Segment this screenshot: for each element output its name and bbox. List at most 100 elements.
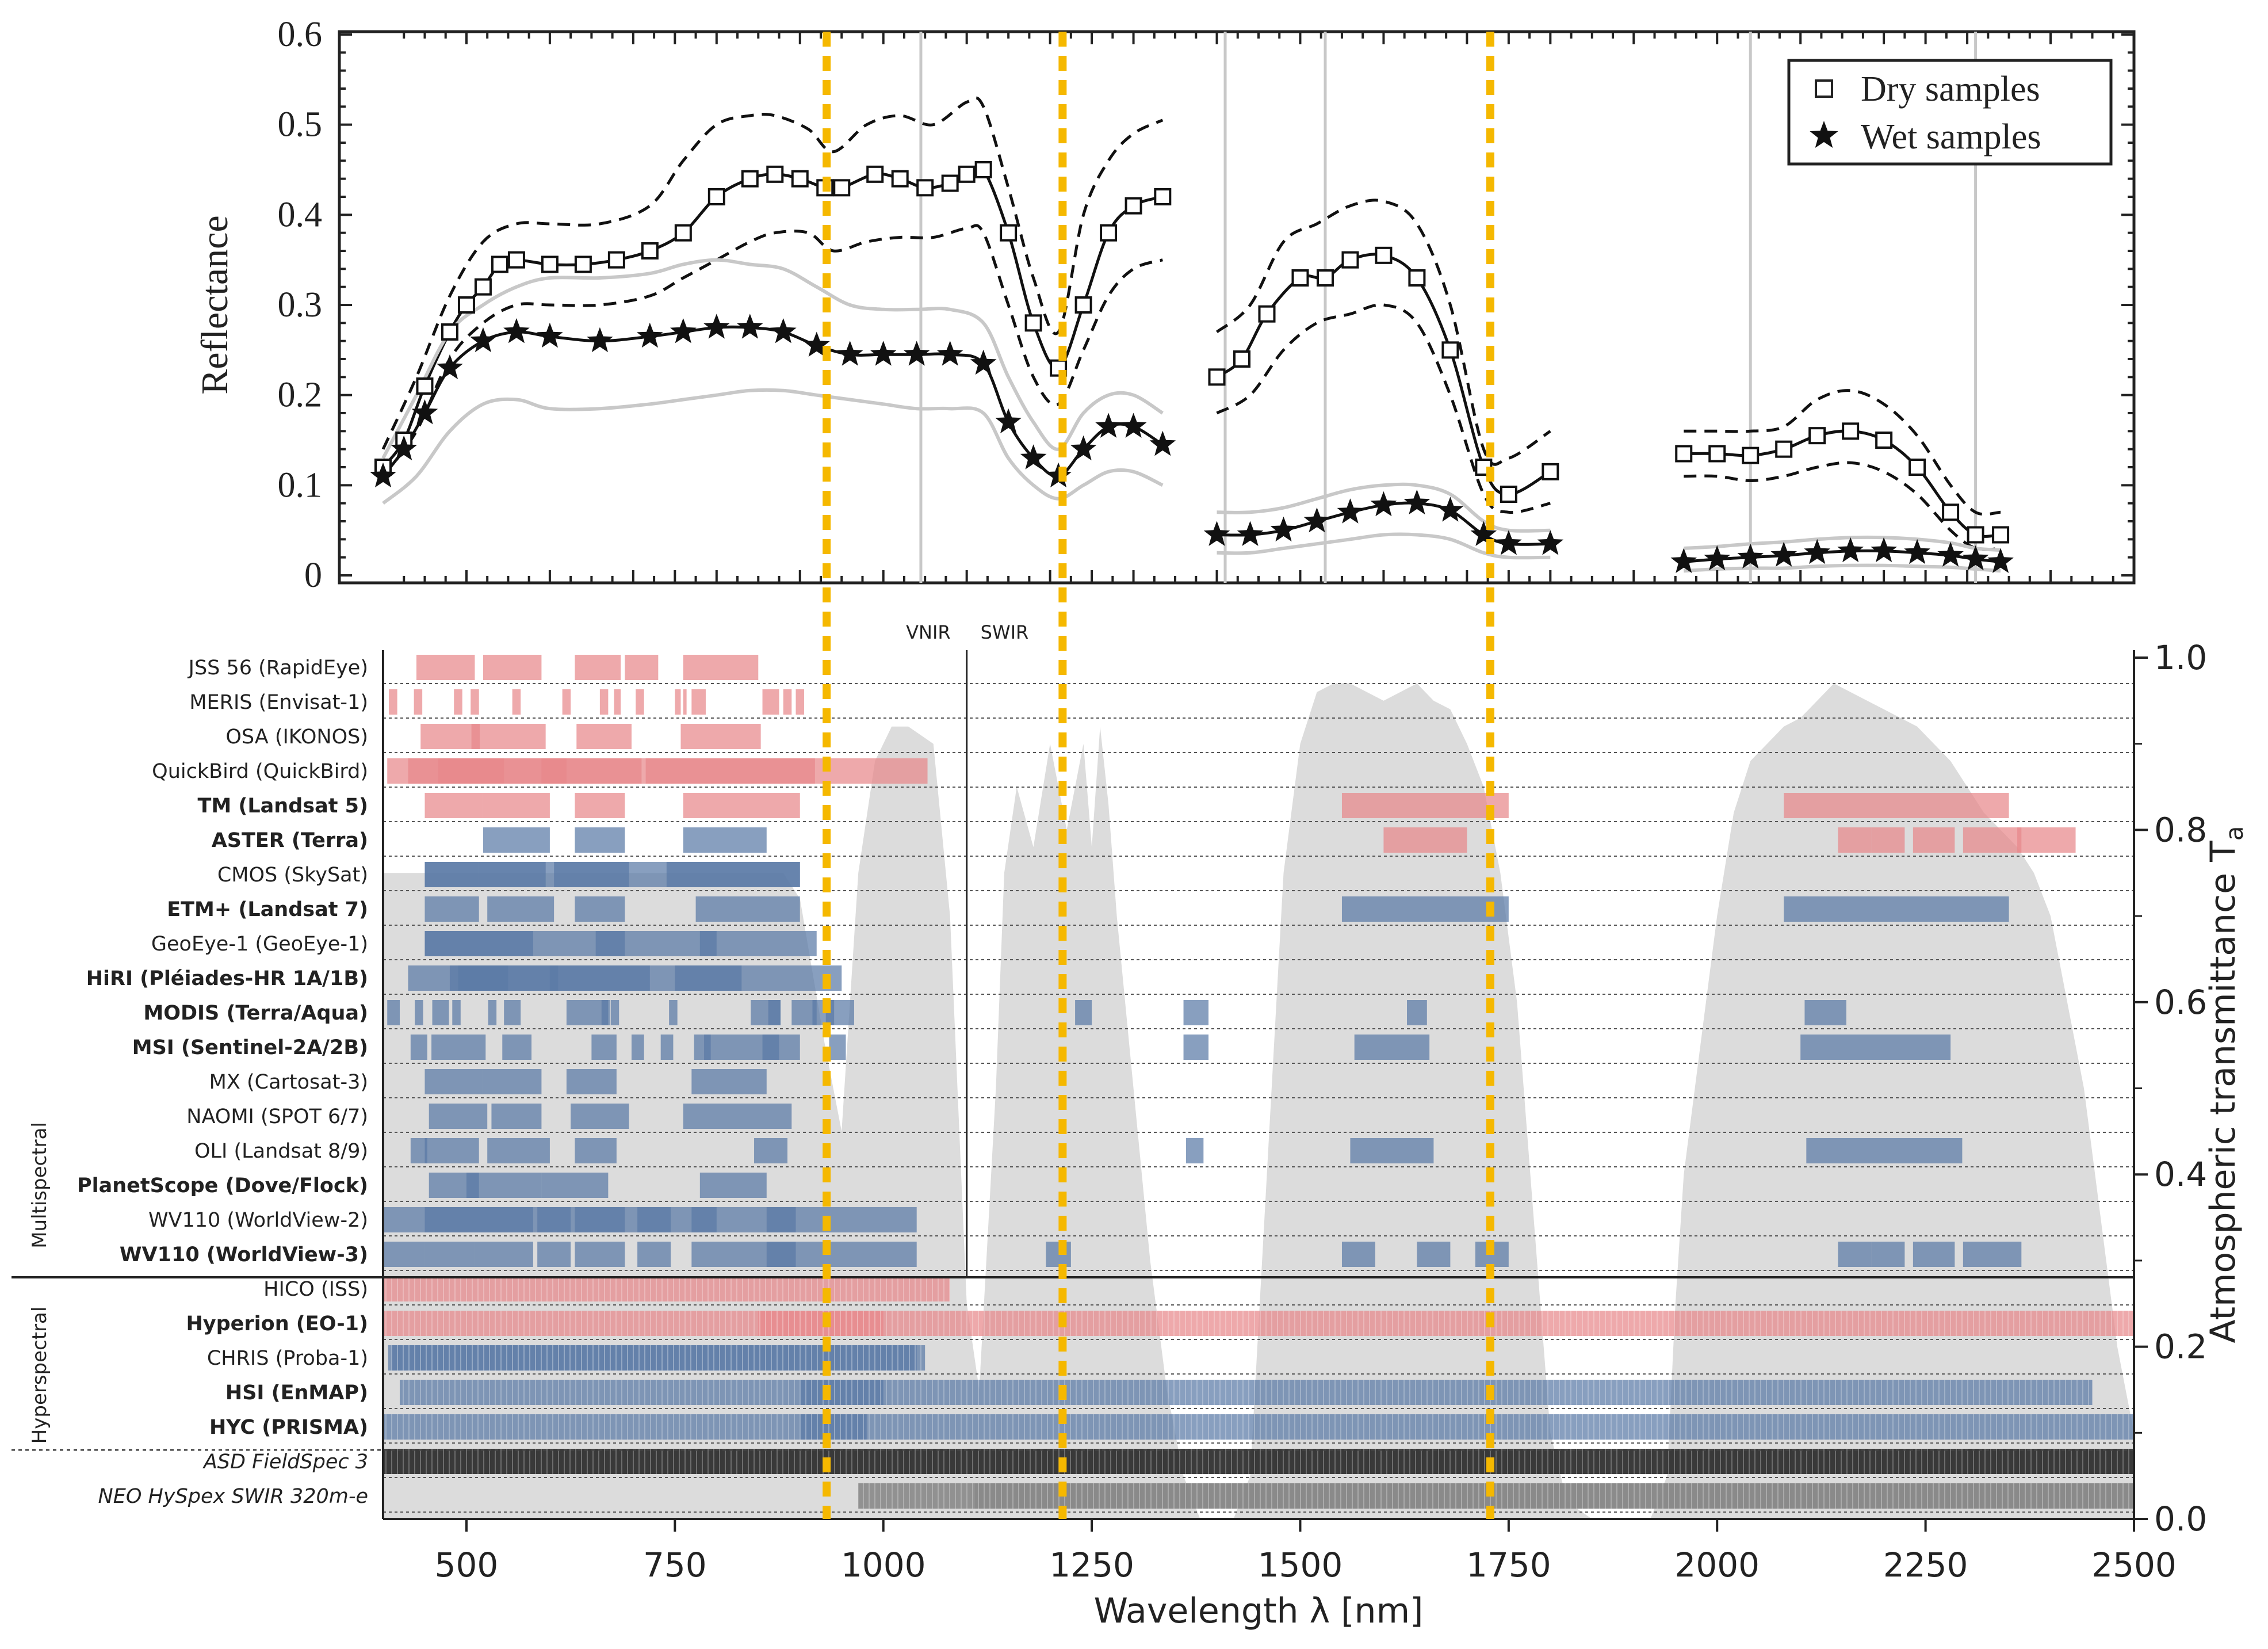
band-modis-terra-aqua xyxy=(768,1000,781,1025)
band-aster-terra xyxy=(1913,827,1955,853)
series-dry-samples-1-sd-segment-2 xyxy=(1684,389,2001,516)
wet-sample-point xyxy=(737,314,763,339)
wet-sample-point xyxy=(1737,543,1764,569)
wet-sample-point xyxy=(370,462,396,488)
wet-sample-point xyxy=(1937,541,1964,567)
wet-sample-point xyxy=(703,314,730,339)
band-texture-hyc-prisma xyxy=(800,1414,867,1440)
dry-sample-point xyxy=(541,255,559,273)
band-meris-envisat-1 xyxy=(512,689,521,715)
dry-sample-point xyxy=(416,377,434,395)
dry-sample-point xyxy=(491,255,508,273)
reflectance-tick-label: 0.6 xyxy=(278,15,323,54)
wet-sample-point xyxy=(411,399,438,425)
wavelength-axis-label: Wavelength λ [nm] xyxy=(1094,1591,1424,1631)
sensor-label: CMOS (SkySat) xyxy=(217,864,368,887)
sensor-label: TM (Landsat 5) xyxy=(198,795,369,818)
band-modis-terra-aqua xyxy=(1804,1000,1846,1025)
band-wv110-worldview-2 xyxy=(424,1207,717,1232)
sensor-label: HICO (ISS) xyxy=(263,1278,368,1301)
dry-sample-point xyxy=(641,242,659,259)
wavelength-tick-label: 500 xyxy=(435,1545,499,1585)
band-meris-envisat-1 xyxy=(795,689,805,715)
wet-sample-point xyxy=(1070,435,1097,461)
transmittance-axis-label-sub: a xyxy=(2220,826,2248,841)
band-meris-envisat-1 xyxy=(762,689,779,715)
wet-sample-point xyxy=(903,341,930,366)
band-mx-cartosat-3 xyxy=(424,1069,483,1094)
sensor-label: OSA (IKONOS) xyxy=(225,726,368,749)
sensor-label: OLI (Landsat 8/9) xyxy=(194,1140,368,1163)
band-jss-56-rapideye xyxy=(683,655,759,680)
vnir-label: VNIR xyxy=(906,621,951,643)
band-tm-landsat-5 xyxy=(483,793,550,818)
band-etm-landsat-7 xyxy=(424,896,479,922)
band-mx-cartosat-3 xyxy=(483,1069,542,1094)
band-etm-landsat-7 xyxy=(1341,896,1509,922)
band-aster-terra xyxy=(2017,827,2076,853)
band-osa-ikonos xyxy=(576,724,632,749)
wet-sample-point xyxy=(1270,516,1297,542)
transmittance-tick-label: 0.0 xyxy=(2154,1499,2207,1539)
sensor-label: MERIS (Envisat-1) xyxy=(189,691,368,714)
band-mx-cartosat-3 xyxy=(691,1069,767,1094)
band-wv110-worldview-3 xyxy=(383,1242,425,1267)
dry-sample-point xyxy=(1742,446,1760,464)
dry-sample-point xyxy=(1316,269,1334,287)
band-geoeye-1-geoeye-1 xyxy=(424,931,475,956)
band-cmos-skysat xyxy=(479,862,546,887)
band-modis-terra-aqua xyxy=(488,1000,497,1025)
band-modis-terra-aqua xyxy=(504,1000,521,1025)
band-wv110-worldview-3 xyxy=(766,1242,917,1267)
dry-sample-point xyxy=(507,251,525,269)
dry-sample-point xyxy=(1125,197,1142,215)
dry-sample-point xyxy=(1992,526,2010,544)
sensor-label: GeoEye-1 (GeoEye-1) xyxy=(151,933,368,956)
band-planetscope-dove-flock xyxy=(541,1173,609,1198)
band-tm-landsat-5 xyxy=(575,793,625,818)
sensor-label: NEO HySpex SWIR 320m-e xyxy=(98,1485,368,1508)
wet-sample-point xyxy=(1403,489,1431,515)
band-naomi-spot-6-7 xyxy=(491,1104,542,1129)
sensor-label: HYC (PRISMA) xyxy=(209,1416,368,1439)
dry-sample-point xyxy=(674,224,692,242)
band-meris-envisat-1 xyxy=(471,689,479,715)
dry-sample-point xyxy=(607,251,625,269)
dry-sample-point xyxy=(1775,440,1793,458)
band-oli-landsat-8-9 xyxy=(424,1138,479,1163)
band-texture-hyperion-eo-1 xyxy=(383,1311,2134,1336)
sensor-label: WV110 (WorldView-2) xyxy=(148,1209,368,1232)
band-modis-terra-aqua xyxy=(1075,1000,1092,1025)
band-jss-56-rapideye xyxy=(575,655,621,680)
band-meris-envisat-1 xyxy=(454,689,462,715)
wet-sample-point xyxy=(836,341,863,366)
wet-sample-point xyxy=(803,331,830,357)
wet-sample-point xyxy=(1470,521,1497,546)
wet-sample-point xyxy=(870,341,897,366)
dry-sample-point xyxy=(766,165,784,183)
transmittance-tick-label: 0.4 xyxy=(2154,1155,2207,1194)
band-modis-terra-aqua xyxy=(1407,1000,1427,1025)
band-msi-sentinel-2a-2b xyxy=(1183,1035,1209,1060)
series-wet-samples-1-sd-segment-0 xyxy=(381,258,1164,459)
band-msi-sentinel-2a-2b xyxy=(591,1035,617,1060)
sensor-label: MSI (Sentinel-2A/2B) xyxy=(132,1036,368,1059)
sensor-label: ASD FieldSpec 3 xyxy=(202,1450,368,1474)
legend-wet-marker xyxy=(1810,121,1838,148)
band-wv110-worldview-3 xyxy=(1913,1242,1955,1267)
reflectance-tick-label: 0.4 xyxy=(278,195,323,234)
dry-sample-point xyxy=(1050,359,1068,377)
dry-sample-point xyxy=(1708,445,1726,463)
wet-sample-point xyxy=(1770,541,1797,567)
sensor-label: HiRI (Pléiades-HR 1A/1B) xyxy=(86,967,368,990)
series-dry-samples-1-sd-segment-2 xyxy=(1684,461,2001,551)
legend-dry-label: Dry samples xyxy=(1861,70,2040,109)
band-wv110-worldview-3 xyxy=(475,1242,533,1267)
wet-sample-point xyxy=(1871,537,1897,563)
band-osa-ikonos xyxy=(471,724,546,749)
band-texture-hico-iss xyxy=(383,1276,950,1301)
dry-sample-point xyxy=(1808,427,1826,445)
band-oli-landsat-8-9 xyxy=(487,1138,550,1163)
wet-sample-point xyxy=(637,322,663,348)
water-absorption-lines xyxy=(823,32,1494,1519)
